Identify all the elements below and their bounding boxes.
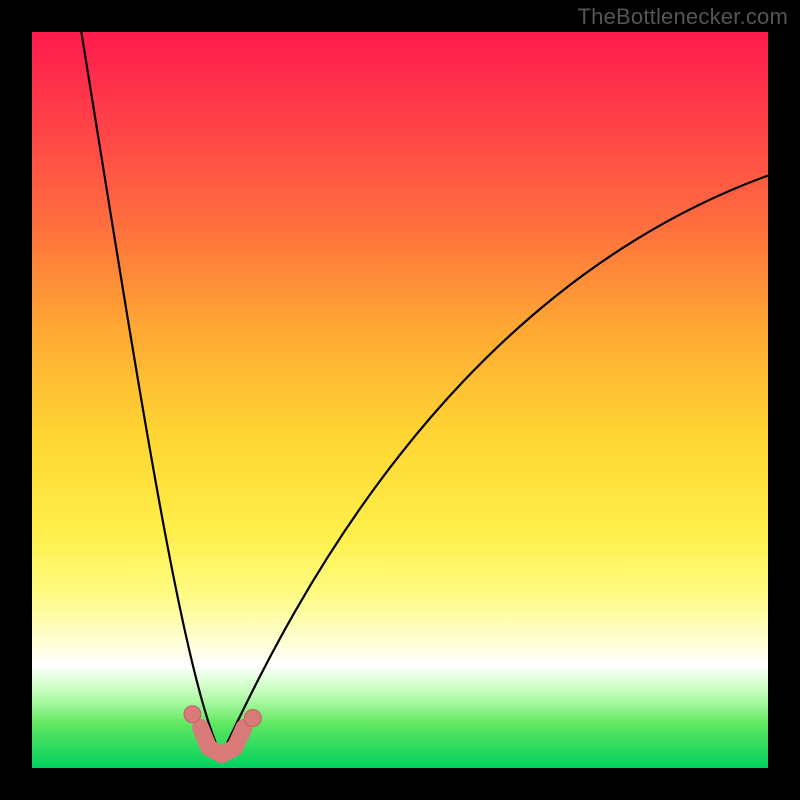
valley-marker-dot-1	[244, 709, 261, 726]
bottleneck-chart	[0, 0, 800, 800]
valley-marker-dot-0	[184, 706, 201, 723]
chart-container: TheBottlenecker.com	[0, 0, 800, 800]
watermark-text: TheBottlenecker.com	[578, 4, 788, 30]
